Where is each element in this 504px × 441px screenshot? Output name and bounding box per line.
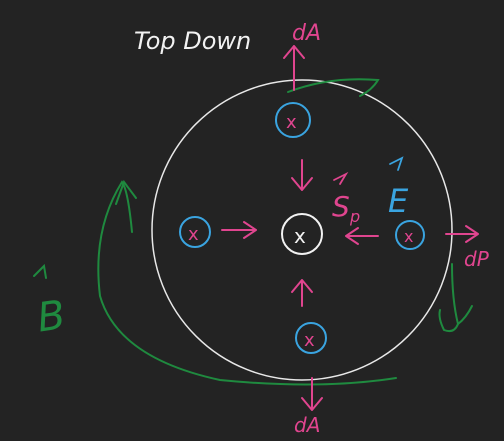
into-page-symbol: x	[304, 330, 315, 351]
b-field-loop-right	[438, 263, 460, 333]
sp-subscript: p	[349, 207, 360, 226]
center-current: x	[281, 213, 323, 255]
into-page-symbol: x	[294, 224, 306, 248]
arrow-dp-right	[445, 225, 479, 243]
da-bottom-label: dA	[294, 413, 320, 437]
current-bottom: x	[295, 322, 327, 354]
b-field-loop-left-bottom	[97, 180, 397, 386]
e-label: E	[388, 182, 409, 220]
b-vector-arrow	[33, 263, 47, 279]
arrow-right-to-center	[221, 221, 257, 239]
into-page-symbol: x	[286, 112, 297, 133]
arrow-da-bottom	[301, 377, 323, 411]
sp-label: S	[332, 190, 350, 223]
da-top-label: dA	[292, 21, 321, 46]
into-page-symbol: x	[404, 227, 413, 246]
e-vector-arrow	[389, 156, 404, 171]
arrow-up-to-center	[291, 279, 313, 307]
arrow-left-to-center	[345, 227, 379, 245]
current-left: x	[179, 216, 211, 248]
b-label: B	[34, 292, 68, 341]
arrow-da-top	[283, 45, 305, 91]
main-circle	[151, 79, 453, 381]
arrow-down-to-center	[291, 159, 313, 191]
b-field-arrowhead-left	[115, 179, 137, 205]
dp-right-label: dP	[464, 247, 490, 271]
current-top: x	[275, 102, 311, 138]
b-field-loop-top	[287, 78, 380, 97]
b-field-loop-right-tail	[457, 305, 473, 325]
sp-vector-arrow	[333, 171, 349, 185]
into-page-symbol: x	[188, 224, 199, 245]
current-right: x	[395, 220, 425, 250]
diagram-title: Top Down	[134, 27, 251, 55]
